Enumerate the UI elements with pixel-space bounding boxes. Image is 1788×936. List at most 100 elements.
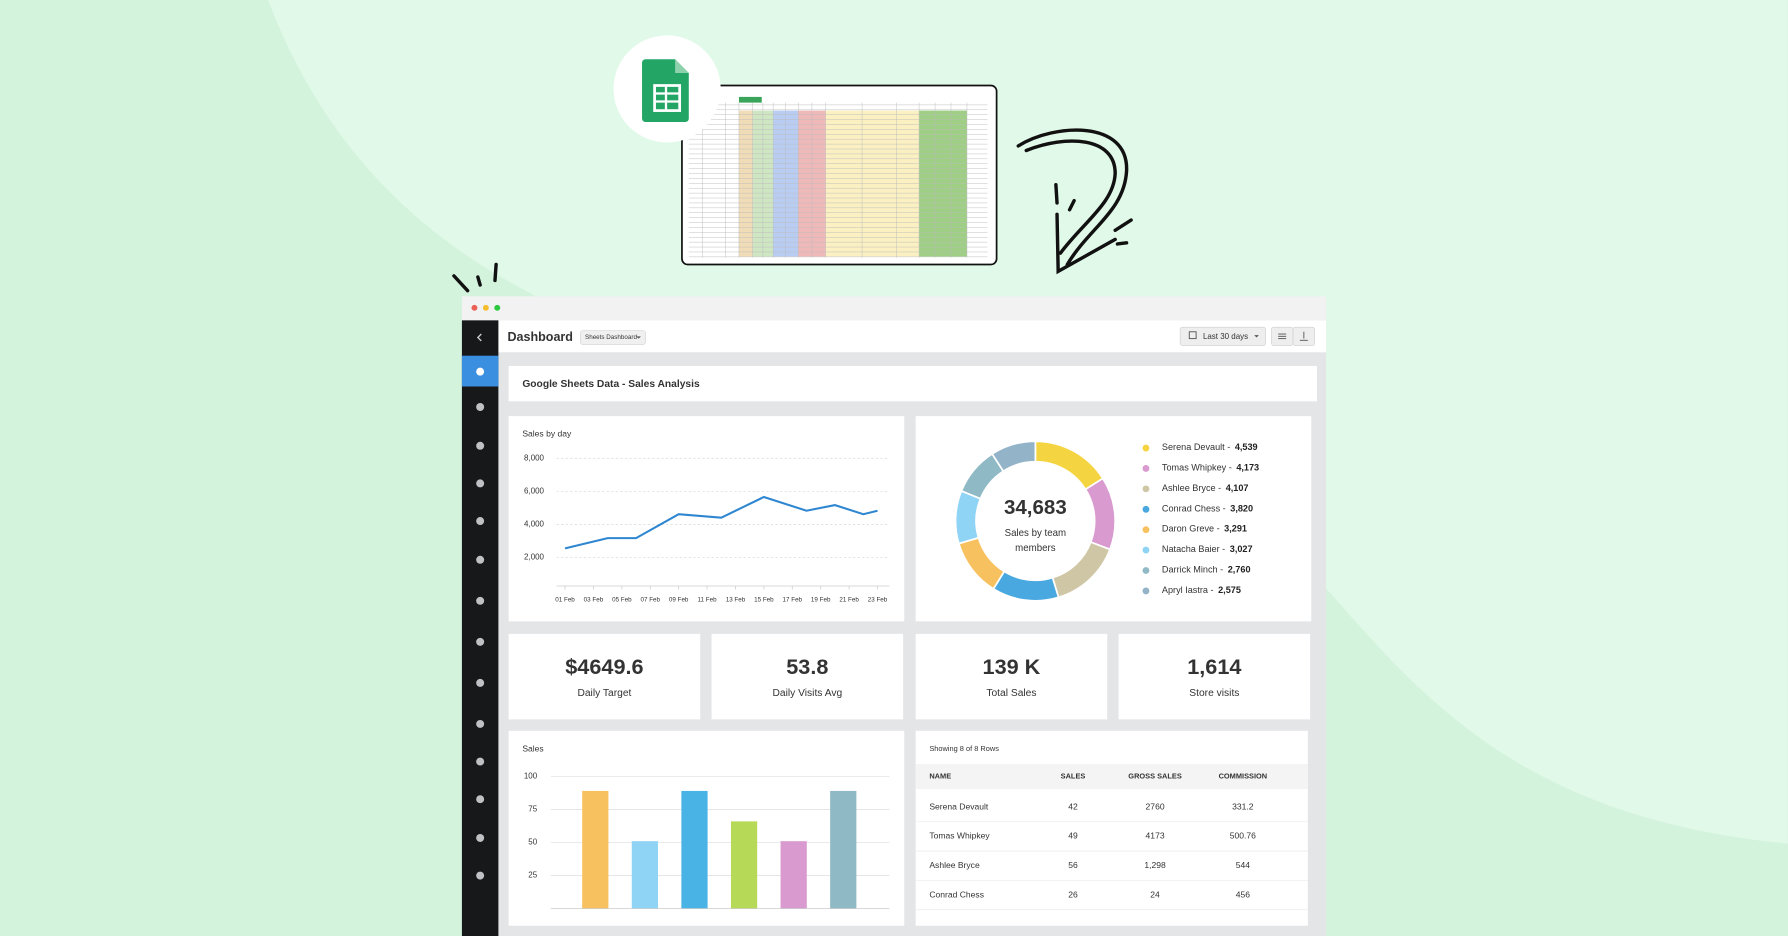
table-cell: 544 bbox=[1236, 860, 1251, 870]
sidebar-icon[interactable] bbox=[476, 555, 485, 564]
table-cell: 4173 bbox=[1146, 831, 1165, 841]
sidebar-icon[interactable] bbox=[476, 441, 485, 450]
bar bbox=[780, 841, 807, 909]
bar bbox=[631, 841, 659, 909]
y-tick-label: 75 bbox=[528, 805, 537, 814]
table-cell: 500.76 bbox=[1230, 831, 1256, 841]
table-caption: Showing 8 of 8 Rows bbox=[929, 744, 999, 753]
table-header bbox=[915, 763, 1308, 789]
table-cell: 1,298 bbox=[1144, 860, 1166, 870]
report-title: Google Sheets Data - Sales Analysis bbox=[522, 379, 700, 390]
legend-value: 3,027 bbox=[1230, 544, 1253, 554]
table-cell: 456 bbox=[1236, 889, 1251, 899]
y-tick-label: 8,000 bbox=[524, 453, 545, 462]
sidebar-icon[interactable] bbox=[476, 833, 485, 842]
table-cell: 42 bbox=[1068, 801, 1078, 811]
title-panel bbox=[508, 365, 1317, 402]
sidebar-icon[interactable] bbox=[476, 367, 485, 376]
y-tick-label: 4,000 bbox=[524, 520, 545, 529]
sidebar-icon[interactable] bbox=[476, 517, 485, 526]
legend-value: 4,173 bbox=[1236, 463, 1259, 473]
legend-entry: Darrick Minch - 2,760 bbox=[1162, 565, 1251, 575]
donut-label: Sales by team bbox=[1005, 528, 1066, 539]
date-range-button[interactable] bbox=[1179, 326, 1266, 346]
table-cell: 26 bbox=[1068, 889, 1078, 899]
sidebar-icon[interactable] bbox=[476, 637, 485, 646]
column-header: GROSS SALES bbox=[1128, 771, 1182, 780]
maximize-button[interactable] bbox=[494, 304, 501, 311]
sidebar-icon[interactable] bbox=[476, 871, 485, 880]
donut-segment bbox=[990, 440, 1037, 473]
sidebar-icon[interactable] bbox=[476, 719, 485, 728]
sales-line bbox=[564, 495, 878, 550]
legend-name: Serena Devault - bbox=[1162, 442, 1230, 452]
x-tick-label: 15 Feb bbox=[754, 596, 774, 603]
legend-entry: Daron Greve - 3,291 bbox=[1162, 524, 1247, 534]
kpi-label: Daily Target bbox=[577, 688, 631, 699]
kpi-card bbox=[915, 633, 1108, 720]
sidebar-icon[interactable] bbox=[476, 403, 485, 411]
x-tick-label: 17 Feb bbox=[783, 596, 803, 603]
table-cell: 2760 bbox=[1146, 801, 1165, 811]
page-title: Dashboard bbox=[508, 330, 573, 344]
kpi-value: 53.8 bbox=[786, 654, 828, 679]
bar bbox=[582, 790, 609, 909]
title-bar bbox=[461, 296, 1327, 321]
legend-name: Ashlee Bryce - bbox=[1162, 483, 1221, 493]
donut-total: 34,683 bbox=[1004, 496, 1067, 519]
legend-name: Darrick Minch - bbox=[1162, 565, 1223, 575]
legend-name: Daron Greve - bbox=[1162, 524, 1220, 534]
legend-swatch bbox=[1142, 485, 1150, 493]
legend-name: Conrad Chess - bbox=[1162, 504, 1226, 514]
table-cell: 24 bbox=[1150, 889, 1160, 899]
y-tick-label: 50 bbox=[528, 838, 537, 847]
y-tick-label: 100 bbox=[524, 771, 538, 780]
donut-segment bbox=[954, 489, 982, 545]
sidebar bbox=[461, 320, 499, 936]
legend-name: Tomas Whipkey - bbox=[1162, 463, 1232, 473]
dashboard-select-label: Sheets Dashboard bbox=[585, 334, 637, 341]
legend-entry: Apryl Iastra - 2,575 bbox=[1162, 585, 1241, 595]
collapse-icon[interactable] bbox=[476, 333, 482, 342]
kpi-label: Store visits bbox=[1189, 688, 1239, 699]
table-cell: Tomas Whipkey bbox=[929, 831, 990, 841]
legend-name: Natacha Baier - bbox=[1162, 544, 1225, 554]
legend-value: 4,107 bbox=[1226, 483, 1249, 493]
x-tick-label: 07 Feb bbox=[641, 596, 661, 603]
column-header: SALES bbox=[1061, 771, 1086, 780]
table-cell: Ashlee Bryce bbox=[929, 860, 980, 870]
sidebar-icon[interactable] bbox=[476, 757, 485, 766]
kpi-card bbox=[508, 633, 701, 720]
x-tick-label: 19 Feb bbox=[811, 596, 831, 603]
sidebar-icon[interactable] bbox=[476, 479, 485, 488]
bar bbox=[681, 790, 708, 909]
legend-value: 2,575 bbox=[1218, 585, 1241, 595]
dashboard-select[interactable] bbox=[580, 330, 646, 345]
legend-swatch bbox=[1142, 505, 1150, 513]
legend-value: 3,820 bbox=[1230, 504, 1253, 514]
background-curve bbox=[268, 0, 1788, 844]
y-tick-label: 2,000 bbox=[524, 553, 545, 562]
bar-title: Sales bbox=[522, 743, 543, 753]
table-cell: 49 bbox=[1068, 831, 1078, 841]
legend-swatch bbox=[1142, 546, 1150, 554]
x-tick-label: 03 Feb bbox=[584, 596, 604, 603]
sidebar-icon[interactable] bbox=[476, 678, 485, 687]
legend-swatch bbox=[1142, 587, 1150, 595]
bar bbox=[730, 821, 758, 909]
sidebar-icon[interactable] bbox=[476, 795, 485, 804]
table-cell: Conrad Chess bbox=[929, 889, 984, 899]
legend-entry: Serena Devault - 4,539 bbox=[1162, 442, 1258, 452]
date-range-label: Last 30 days bbox=[1203, 332, 1248, 341]
table-cell: 331.2 bbox=[1232, 801, 1254, 811]
table-cell: Serena Devault bbox=[929, 801, 989, 811]
sidebar-icon[interactable] bbox=[476, 596, 485, 605]
kpi-value: 1,614 bbox=[1187, 654, 1241, 679]
calendar-icon bbox=[1188, 331, 1197, 340]
close-button[interactable] bbox=[471, 304, 478, 311]
table-panel bbox=[915, 730, 1308, 926]
minimize-button[interactable] bbox=[482, 304, 489, 311]
caret bbox=[1254, 335, 1259, 338]
